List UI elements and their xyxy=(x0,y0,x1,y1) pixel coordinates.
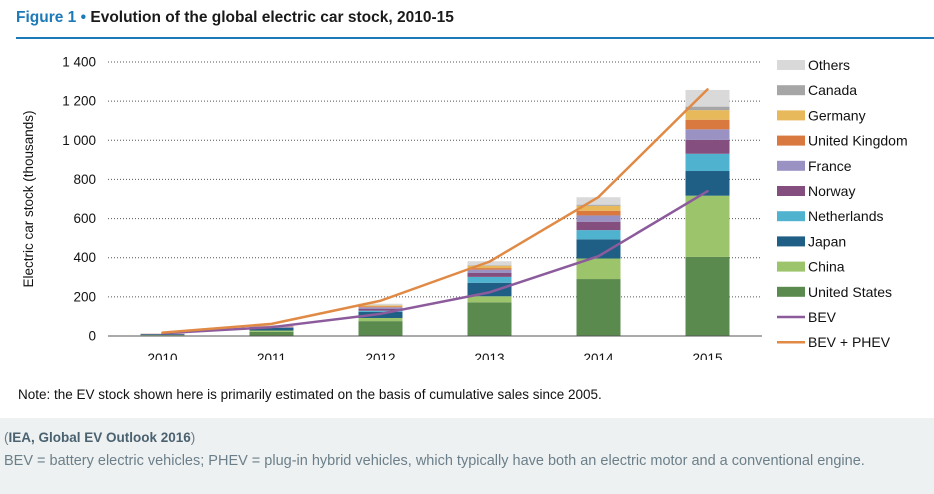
source-line: (IEA, Global EV Outlook 2016) xyxy=(4,430,195,445)
y-tick-label: 1 400 xyxy=(62,55,96,70)
bar-germany-2015 xyxy=(685,110,730,120)
chart-area: 0 200 400 600 800 1 000 1 200 1 400 Electric car… xyxy=(0,40,934,367)
line-bev-phev xyxy=(161,88,709,334)
bar-china-2011 xyxy=(249,330,294,332)
legend-label-bev-phev: BEV + PHEV xyxy=(808,334,891,350)
legend-label-united-states: United States xyxy=(808,284,892,300)
y-tick-label: 0 xyxy=(88,329,96,344)
bar-united-kingdom-2013 xyxy=(467,268,512,270)
legend-swatch-france xyxy=(777,160,805,171)
bar-norway-2013 xyxy=(467,272,512,277)
figure-header: Figure 1 • Evolution of the global elect… xyxy=(0,0,934,34)
legend-swatch-germany xyxy=(777,110,805,121)
bar-japan-2013 xyxy=(467,282,512,297)
y-tick-label: 400 xyxy=(73,250,96,265)
bar-norway-2014 xyxy=(576,221,621,231)
legend-swatch-china xyxy=(777,261,805,272)
figure-title-line: Figure 1 • Evolution of the global elect… xyxy=(16,9,454,27)
source-panel: (IEA, Global EV Outlook 2016) BEV = batt… xyxy=(0,418,934,494)
bar-japan-2014 xyxy=(576,239,621,259)
legend-label-germany: Germany xyxy=(808,107,866,123)
bar-united-states-2014 xyxy=(576,279,621,336)
y-tick-label: 200 xyxy=(73,289,96,304)
legend-label-bev: BEV xyxy=(808,309,837,325)
legend-swatch-japan xyxy=(777,236,805,247)
bar-norway-2012 xyxy=(358,308,403,311)
y-tick-label: 1 200 xyxy=(62,94,96,109)
bar-france-2015 xyxy=(685,129,730,140)
bar-china-2015 xyxy=(685,195,730,257)
legend-swatch-canada xyxy=(777,85,805,96)
source-name: IEA, Global EV Outlook 2016 xyxy=(8,430,191,445)
bar-germany-2013 xyxy=(467,265,512,269)
abbreviation-description: BEV = battery electric vehicles; PHEV = … xyxy=(4,453,865,469)
source-open-paren: ( xyxy=(4,430,9,445)
x-tick-label: 2012 xyxy=(365,351,395,360)
line-bev xyxy=(161,189,709,335)
bar-united-kingdom-2012 xyxy=(358,306,403,308)
legend-label-france: France xyxy=(808,158,852,174)
legend-swatch-others xyxy=(777,60,805,70)
x-tick-label: 2011 xyxy=(257,351,286,360)
bar-united-kingdom-2015 xyxy=(685,119,730,130)
y-tick-label: 600 xyxy=(73,211,96,226)
legend-label-norway: Norway xyxy=(808,183,855,199)
bar-united-states-2012 xyxy=(358,321,403,336)
bar-others-2011 xyxy=(249,325,294,326)
bar-others-2013 xyxy=(467,261,512,266)
bar-united-states-2013 xyxy=(467,302,512,336)
bar-germany-2012 xyxy=(358,305,403,307)
bar-netherlands-2014 xyxy=(576,230,621,240)
bar-france-2012 xyxy=(358,307,403,309)
bar-canada-2013 xyxy=(467,265,512,266)
legend-label-china: China xyxy=(808,259,845,275)
figure-title: Evolution of the global electric car sto… xyxy=(90,9,454,26)
bar-china-2012 xyxy=(358,317,403,322)
legend-label-united-kingdom: United Kingdom xyxy=(808,133,908,149)
bar-canada-2015 xyxy=(685,106,730,111)
bar-others-2015 xyxy=(685,89,730,107)
bar-canada-2014 xyxy=(576,204,621,206)
bar-china-2014 xyxy=(576,258,621,280)
y-tick-label: 1 000 xyxy=(62,133,96,148)
bar-france-2014 xyxy=(576,215,621,222)
legend-swatch-netherlands xyxy=(777,211,805,222)
bar-netherlands-2015 xyxy=(685,153,730,172)
legend-swatch-norway xyxy=(777,186,805,196)
y-axis-label: Electric car stock (thousands) xyxy=(21,110,36,287)
bar-japan-2010 xyxy=(140,334,185,336)
figure-separator: • xyxy=(80,9,87,26)
x-tick-label: 2015 xyxy=(692,351,722,360)
legend-label-netherlands: Netherlands xyxy=(808,208,884,224)
legend-label-canada: Canada xyxy=(808,82,857,98)
legend-label-others: Others xyxy=(808,57,850,73)
legend-label-japan: Japan xyxy=(808,233,846,249)
bar-netherlands-2013 xyxy=(467,276,512,283)
title-rule xyxy=(16,37,934,39)
bar-germany-2014 xyxy=(576,205,621,211)
source-close-paren: ) xyxy=(190,430,196,445)
bar-netherlands-2012 xyxy=(358,310,403,312)
x-tick-label: 2014 xyxy=(583,351,614,360)
bar-united-kingdom-2014 xyxy=(576,210,621,216)
bar-united-states-2011 xyxy=(249,331,294,336)
x-tick-label: 2010 xyxy=(147,351,177,360)
bar-others-2012 xyxy=(358,303,403,306)
bar-united-states-2015 xyxy=(685,256,730,336)
y-tick-label: 800 xyxy=(73,172,96,187)
bar-others-2014 xyxy=(576,197,621,205)
stacked-bar-chart: 0 200 400 600 800 1 000 1 200 1 400 Electric car… xyxy=(21,55,908,367)
legend-swatch-united-kingdom xyxy=(777,135,805,146)
bar-france-2013 xyxy=(467,269,512,273)
x-tick-label: 2013 xyxy=(474,351,504,360)
bar-norway-2015 xyxy=(685,139,730,154)
chart-note: Note: the EV stock shown here is primari… xyxy=(18,387,602,402)
bar-japan-2011 xyxy=(249,327,294,331)
legend-swatch-united-states xyxy=(777,286,805,297)
bar-china-2013 xyxy=(467,296,512,303)
figure-label: Figure 1 xyxy=(16,9,77,26)
